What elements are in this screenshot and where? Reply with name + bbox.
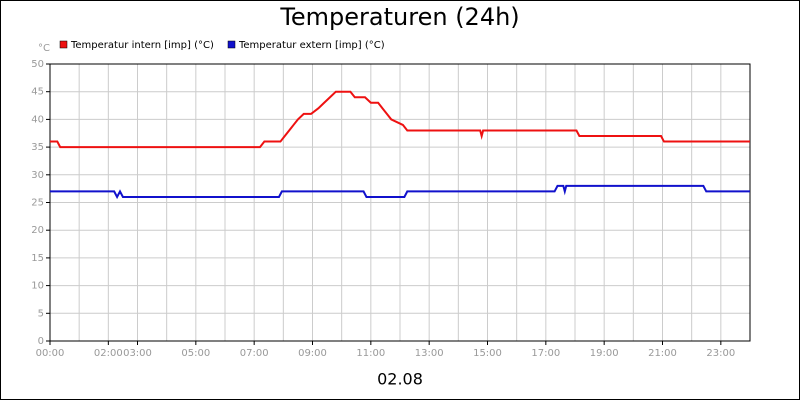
y-tick-label: 35 bbox=[31, 142, 44, 153]
x-tick-label: 19:00 bbox=[590, 348, 619, 359]
x-tick-label: 17:00 bbox=[531, 348, 560, 359]
x-tick-label: 00:00 bbox=[36, 348, 65, 359]
x-tick-label: 13:00 bbox=[415, 348, 444, 359]
y-tick-label: 25 bbox=[31, 198, 44, 209]
x-axis-label: 02.08 bbox=[377, 370, 423, 389]
y-axis-label: °C bbox=[38, 43, 50, 54]
y-tick-label: 15 bbox=[31, 253, 44, 264]
x-tick-label: 03:00 bbox=[123, 348, 152, 359]
y-tick-label: 10 bbox=[31, 281, 44, 292]
chart-title: Temperaturen (24h) bbox=[279, 3, 519, 31]
legend-label: Temperatur intern [imp] (°C) bbox=[70, 40, 214, 51]
x-tick-label: 05:00 bbox=[181, 348, 210, 359]
y-tick-label: 20 bbox=[31, 225, 44, 236]
x-tick-label: 07:00 bbox=[240, 348, 269, 359]
y-tick-label: 30 bbox=[31, 170, 44, 181]
x-tick-label: 21:00 bbox=[648, 348, 677, 359]
x-tick-label: 09:00 bbox=[298, 348, 327, 359]
y-tick-label: 40 bbox=[31, 114, 44, 125]
y-tick-label: 5 bbox=[38, 308, 44, 319]
legend-swatch bbox=[59, 40, 68, 49]
x-tick-label: 02:00 bbox=[94, 348, 123, 359]
x-tick-label: 11:00 bbox=[356, 348, 385, 359]
y-tick-label: 50 bbox=[31, 59, 44, 70]
legend-swatch bbox=[227, 40, 236, 49]
y-tick-label: 0 bbox=[38, 336, 44, 347]
y-tick-label: 45 bbox=[31, 87, 44, 98]
x-tick-label: 15:00 bbox=[473, 348, 502, 359]
plot-border bbox=[49, 63, 751, 342]
x-tick-label: 23:00 bbox=[706, 348, 735, 359]
legend-label: Temperatur extern [imp] (°C) bbox=[238, 40, 385, 51]
series-line bbox=[50, 90, 750, 149]
series-line bbox=[50, 184, 750, 200]
